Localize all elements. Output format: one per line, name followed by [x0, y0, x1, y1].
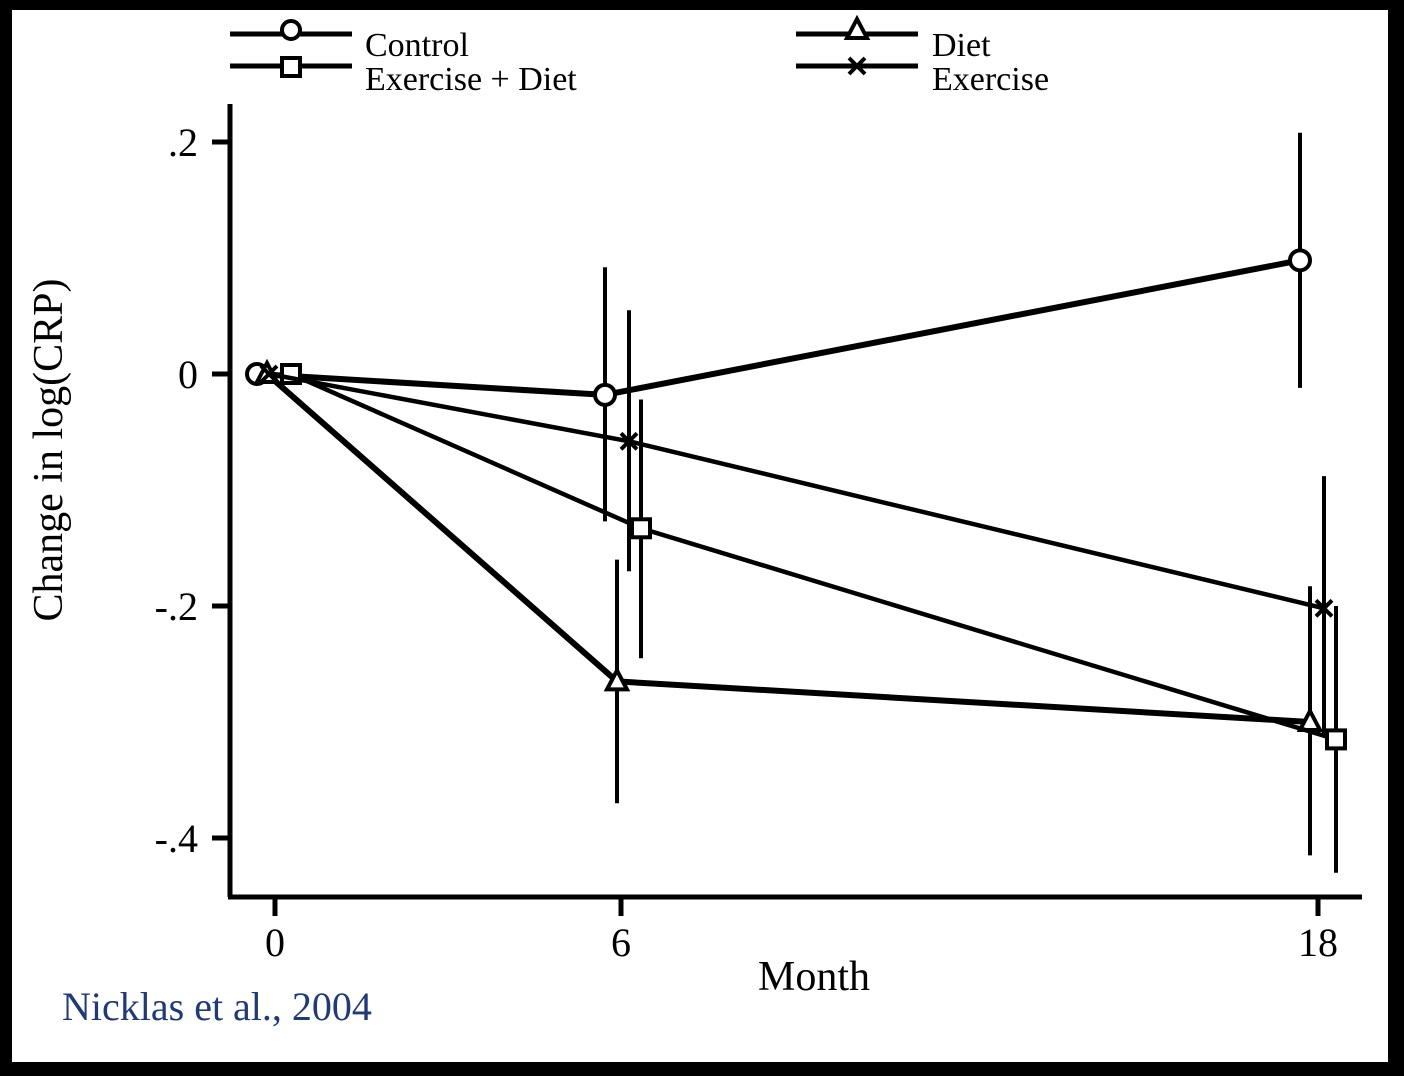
- data-point-circle: [1288, 248, 1312, 273]
- series-line: [256, 257, 1301, 398]
- legend: Control Exercise + Diet Diet Exercise: [230, 14, 1049, 98]
- x-tick-label: 0: [265, 920, 285, 965]
- y-ticks: .2 0 -.2 -.4: [155, 120, 230, 861]
- legend-label-exercise-diet: Exercise + Diet: [365, 61, 577, 98]
- series-layer: [245, 132, 1347, 873]
- data-point-x-stroke: [259, 364, 279, 384]
- data-point-circle: [593, 382, 617, 407]
- citation: Nicklas et al., 2004: [62, 984, 372, 1029]
- legend-item-exercise-diet: Exercise + Diet: [230, 56, 577, 98]
- data-point-square: [1325, 728, 1347, 751]
- series-exercise: [259, 310, 1334, 734]
- y-tick-label: .2: [168, 120, 198, 165]
- legend-item-diet: Diet: [796, 14, 991, 64]
- data-point-x: [259, 364, 279, 384]
- series-line: [265, 371, 1311, 725]
- y-tick-label: -.2: [155, 584, 198, 629]
- legend-label-diet: Diet: [932, 27, 991, 64]
- data-point-x: [1314, 598, 1334, 618]
- x-axis-label: Month: [758, 954, 870, 1000]
- y-axis-label: Change in log(CRP): [26, 279, 72, 622]
- data-point-x-stroke: [619, 431, 639, 451]
- legend-item-exercise: Exercise: [796, 56, 1049, 98]
- data-point-square: [630, 517, 652, 540]
- data-point-x-stroke: [1314, 598, 1334, 618]
- series-line: [290, 371, 1337, 742]
- data-point-triangle: [603, 666, 631, 692]
- series-exercise-diet: [280, 363, 1347, 873]
- x-tick-label: 18: [1298, 920, 1338, 965]
- series-control: [245, 132, 1312, 522]
- legend-item-control: Control: [230, 19, 469, 64]
- legend-label-exercise: Exercise: [932, 61, 1049, 98]
- y-tick-label: 0: [178, 352, 198, 397]
- x-tick-label: 6: [611, 920, 631, 965]
- x-ticks: 0 6 18: [265, 897, 1338, 965]
- y-tick-label: -.4: [155, 816, 198, 861]
- data-point-x: [619, 431, 639, 451]
- series-diet: [253, 358, 1324, 856]
- legend-label-control: Control: [365, 27, 469, 64]
